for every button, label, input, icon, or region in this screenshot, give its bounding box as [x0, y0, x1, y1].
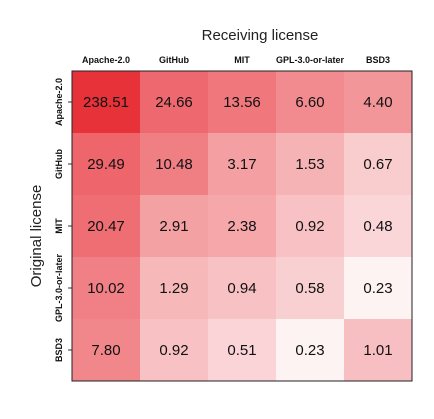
- heatmap-cell: [344, 319, 412, 381]
- cell-value-label: 3.17: [227, 156, 256, 173]
- y-tick-label: Apache-2.0: [54, 78, 64, 126]
- y-tick-label: BSD3: [54, 338, 64, 362]
- cell-value-label: 6.60: [295, 94, 324, 111]
- cell-value-label: 0.48: [363, 218, 392, 235]
- y-tick-label: GitHub: [54, 149, 64, 179]
- cell-value-label: 2.91: [159, 218, 188, 235]
- x-axis-title: Receiving license: [202, 27, 319, 44]
- y-tick-label: MIT: [54, 218, 64, 234]
- heatmap-cell: [344, 257, 412, 319]
- x-tick-label: MIT: [234, 55, 250, 65]
- cell-value-label: 10.02: [87, 280, 125, 297]
- cell-value-label: 29.49: [87, 156, 125, 173]
- cell-value-label: 24.66: [155, 94, 193, 111]
- cell-value-label: 0.51: [227, 342, 256, 359]
- heatmap-cell: [344, 71, 412, 133]
- heatmap-cell: [276, 133, 344, 195]
- cell-value-label: 238.51: [83, 94, 129, 111]
- x-tick-label: BSD3: [366, 55, 390, 65]
- cell-value-label: 0.23: [295, 342, 324, 359]
- cell-value-label: 20.47: [87, 218, 125, 235]
- heatmap-cell: [140, 195, 208, 257]
- heatmap-cell: [276, 71, 344, 133]
- heatmap-cell: [208, 319, 276, 381]
- cell-value-labels: 238.51 24.66 13.56 6.60 4.40 29.49 10.48 3.17 1.…: [83, 94, 393, 359]
- heatmap-cell: [72, 195, 140, 257]
- y-tick-label: GPL-3.0-or-later: [54, 253, 64, 322]
- heatmap-cell: [72, 133, 140, 195]
- cell-value-label: 2.38: [227, 218, 256, 235]
- heatmap-cell: [72, 319, 140, 381]
- x-tick-label: GPL-3.0-or-later: [276, 55, 345, 65]
- heatmap-cell: [344, 133, 412, 195]
- cell-value-label: 4.40: [363, 94, 392, 111]
- heatmap-cell: [276, 195, 344, 257]
- heatmap-cell: [140, 319, 208, 381]
- cell-value-label: 1.01: [363, 342, 392, 359]
- x-axis-ticks: Apache-2.0 GitHub MIT GPL-3.0-or-later BSD3: [82, 55, 390, 65]
- y-axis-ticks: Apache-2.0 GitHub MIT GPL-3.0-or-later BSD3: [54, 78, 72, 362]
- heatmap-cell: [140, 133, 208, 195]
- heatmap-cell: [72, 71, 140, 133]
- cell-value-label: 7.80: [91, 342, 120, 359]
- heatmap-cell: [276, 319, 344, 381]
- heatmap-cell: [344, 195, 412, 257]
- heatmap-cell: [208, 257, 276, 319]
- cell-value-label: 0.94: [227, 280, 256, 297]
- cell-value-label: 0.92: [295, 218, 324, 235]
- cell-value-label: 0.92: [159, 342, 188, 359]
- heatmap-cell: [208, 71, 276, 133]
- cell-value-label: 0.67: [363, 156, 392, 173]
- cell-value-label: 10.48: [155, 156, 193, 173]
- cell-value-label: 0.58: [295, 280, 324, 297]
- plot-frame: [71, 70, 413, 382]
- heatmap-cell: [208, 195, 276, 257]
- heatmap-cell: [140, 71, 208, 133]
- heatmap-cells: [72, 71, 412, 381]
- y-axis-title: Original license: [28, 185, 45, 288]
- cell-value-label: 1.29: [159, 280, 188, 297]
- heatmap-cell: [140, 257, 208, 319]
- cell-value-label: 0.23: [363, 280, 392, 297]
- x-tick-label: Apache-2.0: [82, 55, 130, 65]
- cell-value-label: 1.53: [295, 156, 324, 173]
- heatmap-cell: [208, 133, 276, 195]
- heatmap-cell: [72, 257, 140, 319]
- cell-value-label: 13.56: [223, 94, 261, 111]
- heatmap-cell: [276, 257, 344, 319]
- x-tick-label: GitHub: [159, 55, 189, 65]
